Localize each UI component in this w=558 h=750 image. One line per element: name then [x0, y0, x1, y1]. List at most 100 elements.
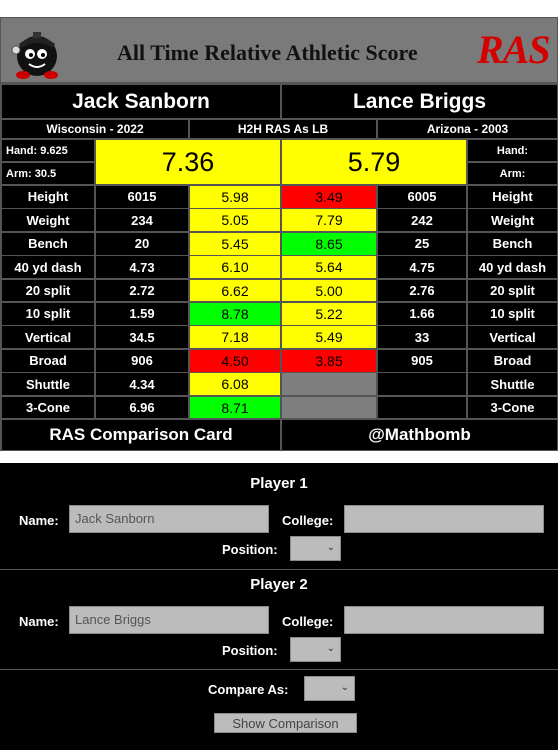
player2-metric-score: 8.65 — [281, 231, 377, 256]
player2-metric-value: 6005 — [377, 185, 467, 209]
metric-label-left: Height — [1, 185, 95, 209]
player1-metric-value: 4.34 — [95, 372, 189, 397]
player1-metric-score: 6.08 — [189, 372, 281, 397]
player1-metric-value: 1.59 — [95, 302, 189, 326]
metric-label-right: Bench — [467, 231, 558, 256]
player1-metric-score: 6.10 — [189, 255, 281, 280]
player2-metric-score — [281, 395, 377, 420]
player1-position-select[interactable]: ⌄ — [290, 536, 341, 561]
player1-metric-score: 7.18 — [189, 325, 281, 350]
player1-metric-score: 5.05 — [189, 208, 281, 233]
player2-metric-value: 242 — [377, 208, 467, 233]
player1-position-label: Position: — [222, 542, 278, 557]
player1-name: Jack Sanborn — [1, 84, 281, 119]
header-banner: All Time Relative Athletic Score RAS — [0, 17, 558, 83]
metric-label-left: 40 yd dash — [1, 255, 95, 280]
comparison-form: Player 1 Name: Jack Sanborn College: Pos… — [0, 463, 558, 750]
metric-label-left: 20 split — [1, 278, 95, 303]
player2-metric-value: 1.66 — [377, 302, 467, 326]
player2-name: Lance Briggs — [281, 84, 558, 119]
ras-logo: RAS — [477, 27, 551, 72]
player1-metric-value: 906 — [95, 348, 189, 373]
player1-arm: Arm: 30.5 — [1, 162, 95, 185]
metric-label-right: 40 yd dash — [467, 255, 558, 280]
metric-label-right: Shuttle — [467, 372, 558, 397]
metric-label-right: 10 split — [467, 302, 558, 326]
bomb-mascot-icon — [11, 32, 58, 79]
player1-metric-value: 34.5 — [95, 325, 189, 350]
metric-label-left: Broad — [1, 348, 95, 373]
player2-hand: Hand: — [467, 139, 558, 162]
player1-metric-score: 4.50 — [189, 348, 281, 373]
player2-metric-score: 5.49 — [281, 325, 377, 350]
player2-name-input[interactable]: Lance Briggs — [69, 606, 269, 634]
compare-as-label: Compare As: — [208, 682, 289, 697]
metric-label-right: Vertical — [467, 325, 558, 350]
player2-metric-value — [377, 395, 467, 420]
player1-college-label: College: — [282, 513, 334, 528]
player2-metric-score: 3.85 — [281, 348, 377, 373]
show-comparison-button[interactable]: Show Comparison — [214, 713, 357, 733]
player2-metric-value: 33 — [377, 325, 467, 350]
player1-metric-score: 8.78 — [189, 302, 281, 326]
player1-metric-score: 5.45 — [189, 231, 281, 256]
player1-name-label: Name: — [19, 513, 59, 528]
card-footer-right: @Mathbomb — [281, 419, 558, 451]
metric-label-right: 3-Cone — [467, 395, 558, 420]
player1-metric-value: 6.96 — [95, 395, 189, 420]
player1-hand: Hand: 9.625 — [1, 139, 95, 162]
metric-label-left: Vertical — [1, 325, 95, 350]
player1-metric-score: 8.71 — [189, 395, 281, 420]
player2-college-input[interactable] — [344, 606, 544, 634]
player1-section-title: Player 1 — [250, 475, 308, 492]
comparison-card: Jack Sanborn Lance Briggs Wisconsin - 20… — [0, 83, 558, 451]
player1-metric-value: 2.72 — [95, 278, 189, 303]
player1-total-score: 7.36 — [95, 139, 281, 185]
player2-metric-score: 3.49 — [281, 185, 377, 209]
form-divider — [0, 669, 558, 670]
player2-position-select[interactable]: ⌄ — [290, 637, 341, 662]
chevron-down-icon: ⌄ — [326, 643, 335, 654]
player2-metric-value: 4.75 — [377, 255, 467, 280]
player1-metric-score: 6.62 — [189, 278, 281, 303]
metric-label-right: 20 split — [467, 278, 558, 303]
player1-metric-value: 6015 — [95, 185, 189, 209]
metric-label-left: Bench — [1, 231, 95, 256]
app-title: All Time Relative Athletic Score — [117, 40, 418, 65]
compare-position-label: H2H RAS As LB — [189, 119, 377, 139]
metric-label-right: Broad — [467, 348, 558, 373]
player2-metric-value: 2.76 — [377, 278, 467, 303]
player2-name-label: Name: — [19, 614, 59, 629]
form-divider — [0, 569, 558, 570]
player2-position-label: Position: — [222, 643, 278, 658]
player1-college: Wisconsin - 2022 — [1, 119, 189, 139]
compare-as-select[interactable]: ⌄ — [304, 676, 355, 701]
player2-section-title: Player 2 — [250, 576, 308, 593]
player2-metric-score: 7.79 — [281, 208, 377, 233]
player1-metric-value: 20 — [95, 231, 189, 256]
player2-arm: Arm: — [467, 162, 558, 185]
metric-label-left: Weight — [1, 208, 95, 233]
player1-name-input[interactable]: Jack Sanborn — [69, 505, 269, 533]
player2-metric-score: 5.22 — [281, 302, 377, 326]
player2-total-score: 5.79 — [281, 139, 467, 185]
player2-college: Arizona - 2003 — [377, 119, 558, 139]
player1-college-input[interactable] — [344, 505, 544, 533]
player2-metric-score — [281, 372, 377, 397]
metric-label-right: Weight — [467, 208, 558, 233]
player1-metric-value: 4.73 — [95, 255, 189, 280]
player2-metric-value: 25 — [377, 231, 467, 256]
player2-metric-value: 905 — [377, 348, 467, 373]
chevron-down-icon: ⌄ — [340, 682, 349, 693]
player2-metric-score: 5.00 — [281, 278, 377, 303]
metric-label-left: 3-Cone — [1, 395, 95, 420]
chevron-down-icon: ⌄ — [326, 542, 335, 553]
metric-label-left: Shuttle — [1, 372, 95, 397]
card-footer-left: RAS Comparison Card — [1, 419, 281, 451]
metric-label-right: Height — [467, 185, 558, 209]
player2-metric-value — [377, 372, 467, 397]
metric-label-left: 10 split — [1, 302, 95, 326]
player2-metric-score: 5.64 — [281, 255, 377, 280]
player2-college-label: College: — [282, 614, 334, 629]
player1-metric-score: 5.98 — [189, 185, 281, 209]
